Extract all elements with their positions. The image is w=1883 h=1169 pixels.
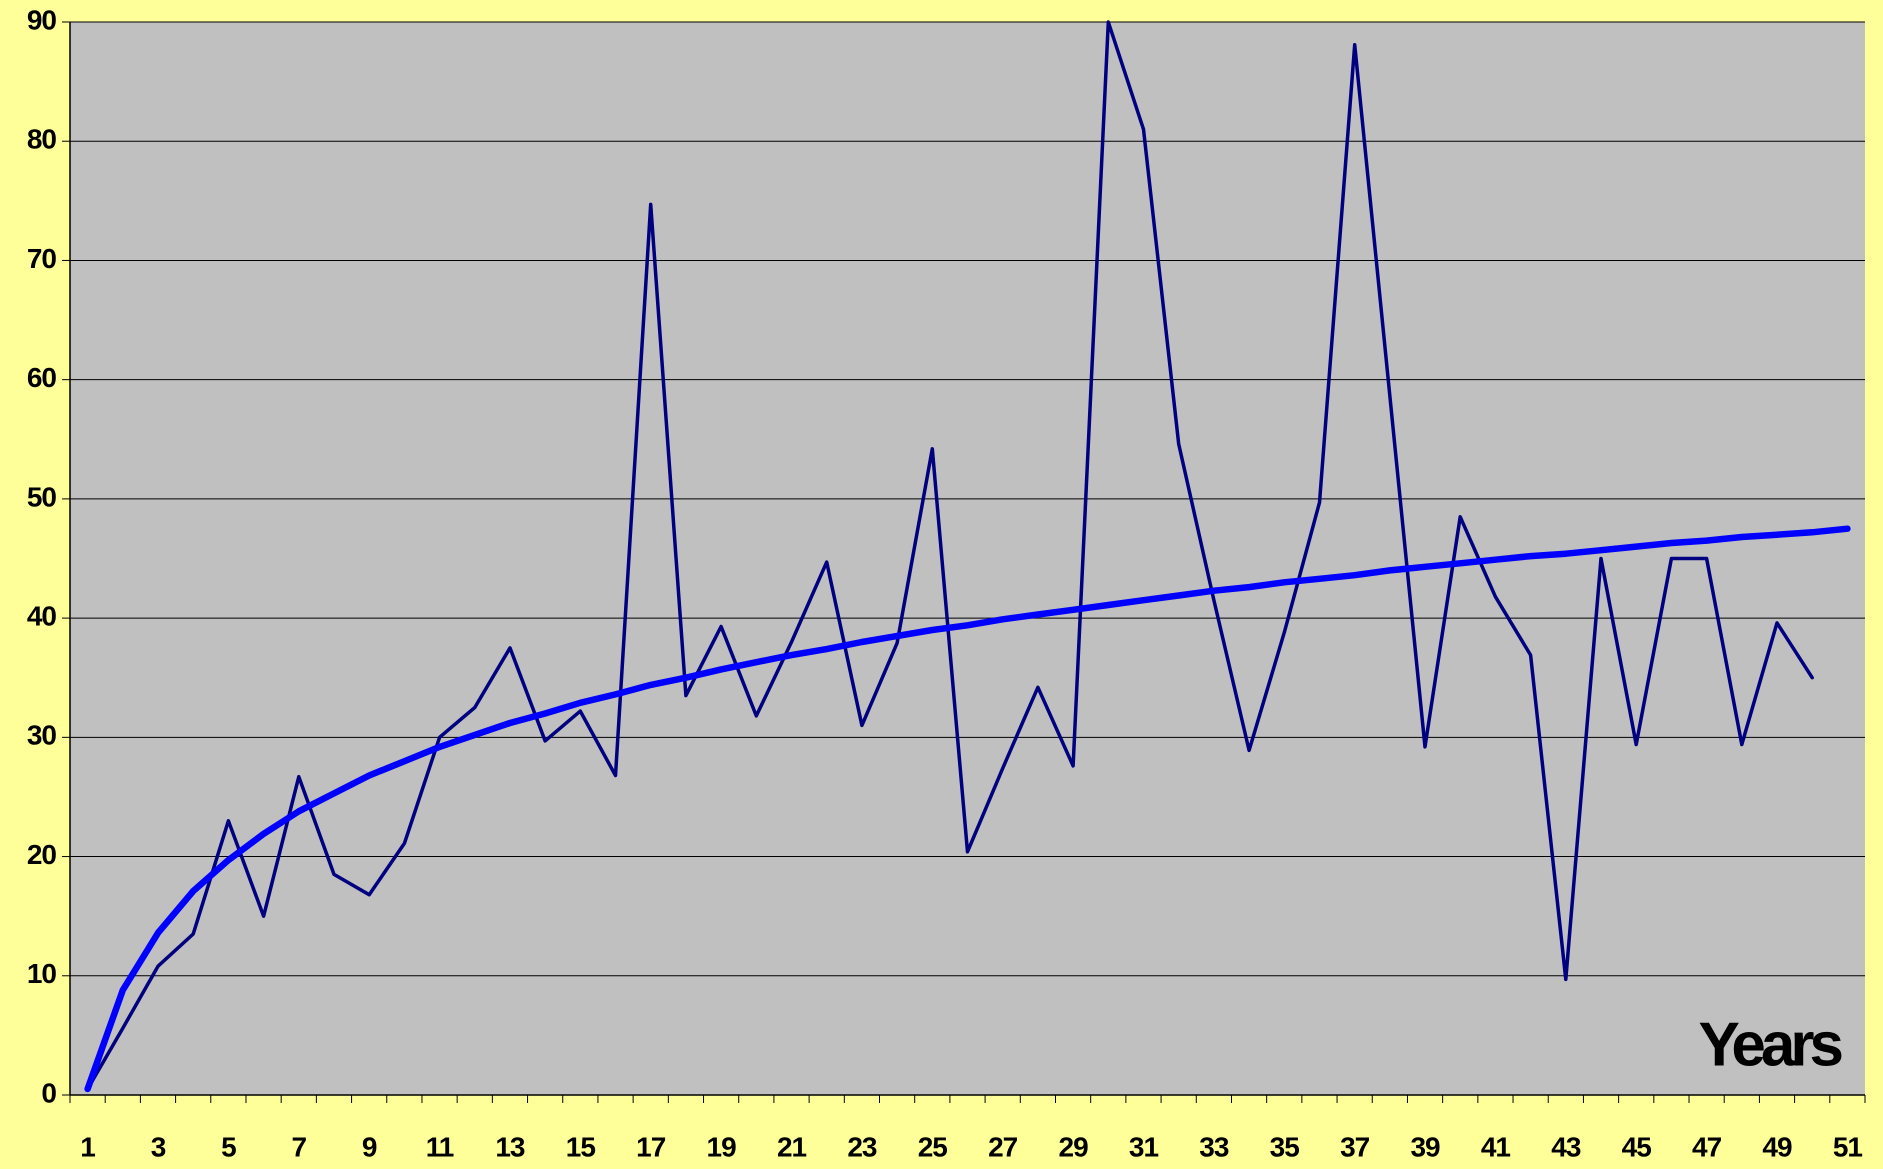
x-tick-label: 41 [1481,1131,1511,1162]
y-tick-label: 40 [27,601,57,632]
x-tick-label: 1 [80,1131,95,1162]
y-tick-label: 70 [27,243,57,274]
x-tick-label: 23 [847,1131,877,1162]
x-tick-label: 43 [1551,1131,1581,1162]
x-tick-label: 15 [566,1131,596,1162]
chart: 0102030405060708090135791113151719212325… [0,0,1883,1169]
x-tick-label: 17 [636,1131,666,1162]
x-tick-label: 47 [1692,1131,1722,1162]
y-tick-label: 90 [27,4,57,35]
x-tick-label: 35 [1270,1131,1300,1162]
x-tick-label: 3 [151,1131,166,1162]
x-tick-label: 11 [426,1131,454,1162]
x-tick-label: 25 [918,1131,948,1162]
x-tick-label: 31 [1129,1131,1159,1162]
y-tick-label: 10 [27,958,57,989]
x-tick-label: 27 [988,1131,1018,1162]
x-tick-label: 7 [291,1131,306,1162]
x-tick-label: 51 [1833,1131,1863,1162]
x-tick-label: 21 [777,1131,807,1162]
x-tick-label: 49 [1762,1131,1792,1162]
y-tick-label: 60 [27,362,57,393]
x-tick-label: 45 [1622,1131,1652,1162]
x-tick-label: 13 [495,1131,525,1162]
y-tick-label: 80 [27,124,57,155]
x-tick-label: 33 [1199,1131,1229,1162]
plot-area [70,22,1865,1095]
x-tick-label: 39 [1410,1131,1440,1162]
y-tick-label: 50 [27,481,57,512]
y-tick-label: 30 [27,720,57,751]
x-tick-label: 37 [1340,1131,1370,1162]
x-tick-label: 29 [1059,1131,1089,1162]
x-tick-label: 19 [707,1131,737,1162]
x-tick-label: 5 [221,1131,236,1162]
x-axis-label: Years [1698,1010,1841,1079]
y-tick-label: 20 [27,839,57,870]
x-tick-label: 9 [362,1131,377,1162]
y-tick-label: 0 [41,1077,56,1108]
